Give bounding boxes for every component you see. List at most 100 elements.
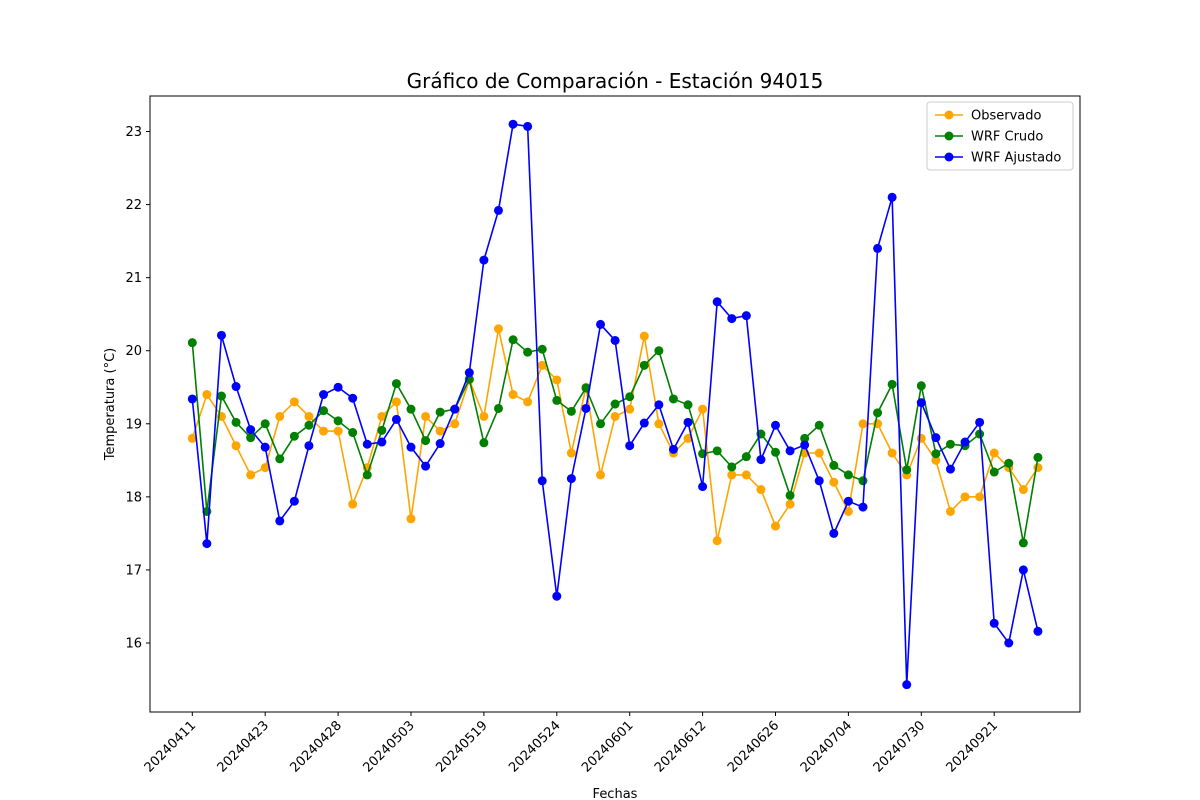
- data-point: [464, 368, 474, 378]
- data-point: [260, 419, 270, 429]
- data-point: [668, 444, 678, 454]
- data-point: [493, 205, 503, 215]
- data-point: [537, 360, 547, 370]
- data-point: [304, 441, 314, 451]
- data-point: [945, 506, 955, 516]
- y-tick-label: 22: [125, 198, 142, 213]
- data-point: [814, 476, 824, 486]
- data-point: [275, 454, 285, 464]
- data-point: [683, 400, 693, 410]
- data-point: [596, 470, 606, 480]
- data-point: [479, 411, 489, 421]
- data-point: [712, 536, 722, 546]
- data-point: [289, 397, 299, 407]
- data-point: [625, 392, 635, 402]
- legend: Observado WRF Crudo WRF Ajustado: [926, 101, 1074, 171]
- data-point: [756, 455, 766, 465]
- legend-box: [926, 101, 1074, 171]
- data-point: [902, 465, 912, 475]
- data-point: [421, 436, 431, 446]
- series-wrf-ajustado: [187, 119, 1043, 690]
- data-point: [741, 311, 751, 321]
- data-point: [989, 618, 999, 628]
- y-axis-label: Temperatura (°C): [103, 348, 118, 461]
- data-point: [727, 470, 737, 480]
- data-point: [1004, 638, 1014, 648]
- data-point: [435, 407, 445, 417]
- data-point: [931, 433, 941, 443]
- data-point: [377, 425, 387, 435]
- data-point: [654, 346, 664, 356]
- data-point: [421, 411, 431, 421]
- data-point: [1018, 485, 1028, 495]
- data-point: [348, 428, 358, 438]
- data-point: [916, 398, 926, 408]
- data-point: [275, 411, 285, 421]
- legend-entry-label: Observado: [971, 109, 1042, 124]
- data-point: [319, 426, 329, 436]
- data-point: [289, 496, 299, 506]
- data-point: [333, 382, 343, 392]
- data-point: [814, 420, 824, 430]
- data-point: [771, 447, 780, 457]
- data-point: [391, 414, 401, 424]
- data-point: [187, 394, 197, 404]
- data-point: [260, 442, 270, 452]
- y-tick-label: 21: [125, 271, 142, 286]
- data-point: [523, 347, 533, 357]
- data-point: [945, 439, 955, 449]
- data-point: [873, 243, 883, 253]
- data-point: [304, 420, 314, 430]
- data-point: [727, 314, 737, 324]
- data-point: [435, 426, 445, 436]
- data-point: [450, 404, 460, 414]
- y-tick-label: 23: [125, 125, 142, 140]
- data-point: [333, 426, 343, 436]
- series-wrf-crudo: [187, 335, 1043, 548]
- data-point: [493, 403, 503, 413]
- data-point: [814, 448, 824, 458]
- data-point: [246, 470, 256, 480]
- legend-entry-label: WRF Crudo: [971, 130, 1043, 145]
- data-point: [829, 528, 839, 538]
- data-point: [581, 383, 591, 393]
- data-point: [800, 433, 810, 443]
- data-point: [916, 433, 926, 443]
- data-point: [960, 492, 970, 502]
- data-point: [843, 496, 853, 506]
- data-point: [771, 420, 780, 430]
- data-point: [566, 474, 576, 484]
- data-point: [508, 335, 518, 345]
- data-point: [887, 379, 897, 389]
- data-point: [610, 411, 620, 421]
- data-point: [945, 464, 955, 474]
- data-point: [668, 394, 678, 404]
- data-point: [975, 417, 985, 427]
- data-point: [712, 446, 722, 456]
- data-point: [304, 411, 314, 421]
- data-point: [508, 390, 518, 400]
- data-point: [552, 591, 562, 601]
- data-point: [989, 467, 999, 477]
- data-point: [639, 331, 649, 341]
- data-point: [843, 470, 853, 480]
- data-point: [785, 446, 795, 456]
- data-point: [523, 121, 533, 131]
- data-point: [333, 416, 343, 426]
- data-point: [741, 452, 751, 462]
- data-point: [785, 499, 795, 509]
- data-point: [260, 463, 270, 473]
- data-point: [829, 460, 839, 470]
- y-tick-label: 18: [125, 490, 142, 505]
- data-point: [479, 255, 489, 265]
- legend-entry-label: WRF Ajustado: [971, 151, 1061, 166]
- data-point: [902, 680, 912, 690]
- y-tick-label: 19: [125, 417, 142, 432]
- data-point: [348, 393, 358, 403]
- data-point: [246, 425, 256, 435]
- data-point: [785, 490, 795, 500]
- data-point: [654, 400, 664, 410]
- data-point: [683, 433, 693, 443]
- x-axis-label: Fechas: [593, 787, 638, 800]
